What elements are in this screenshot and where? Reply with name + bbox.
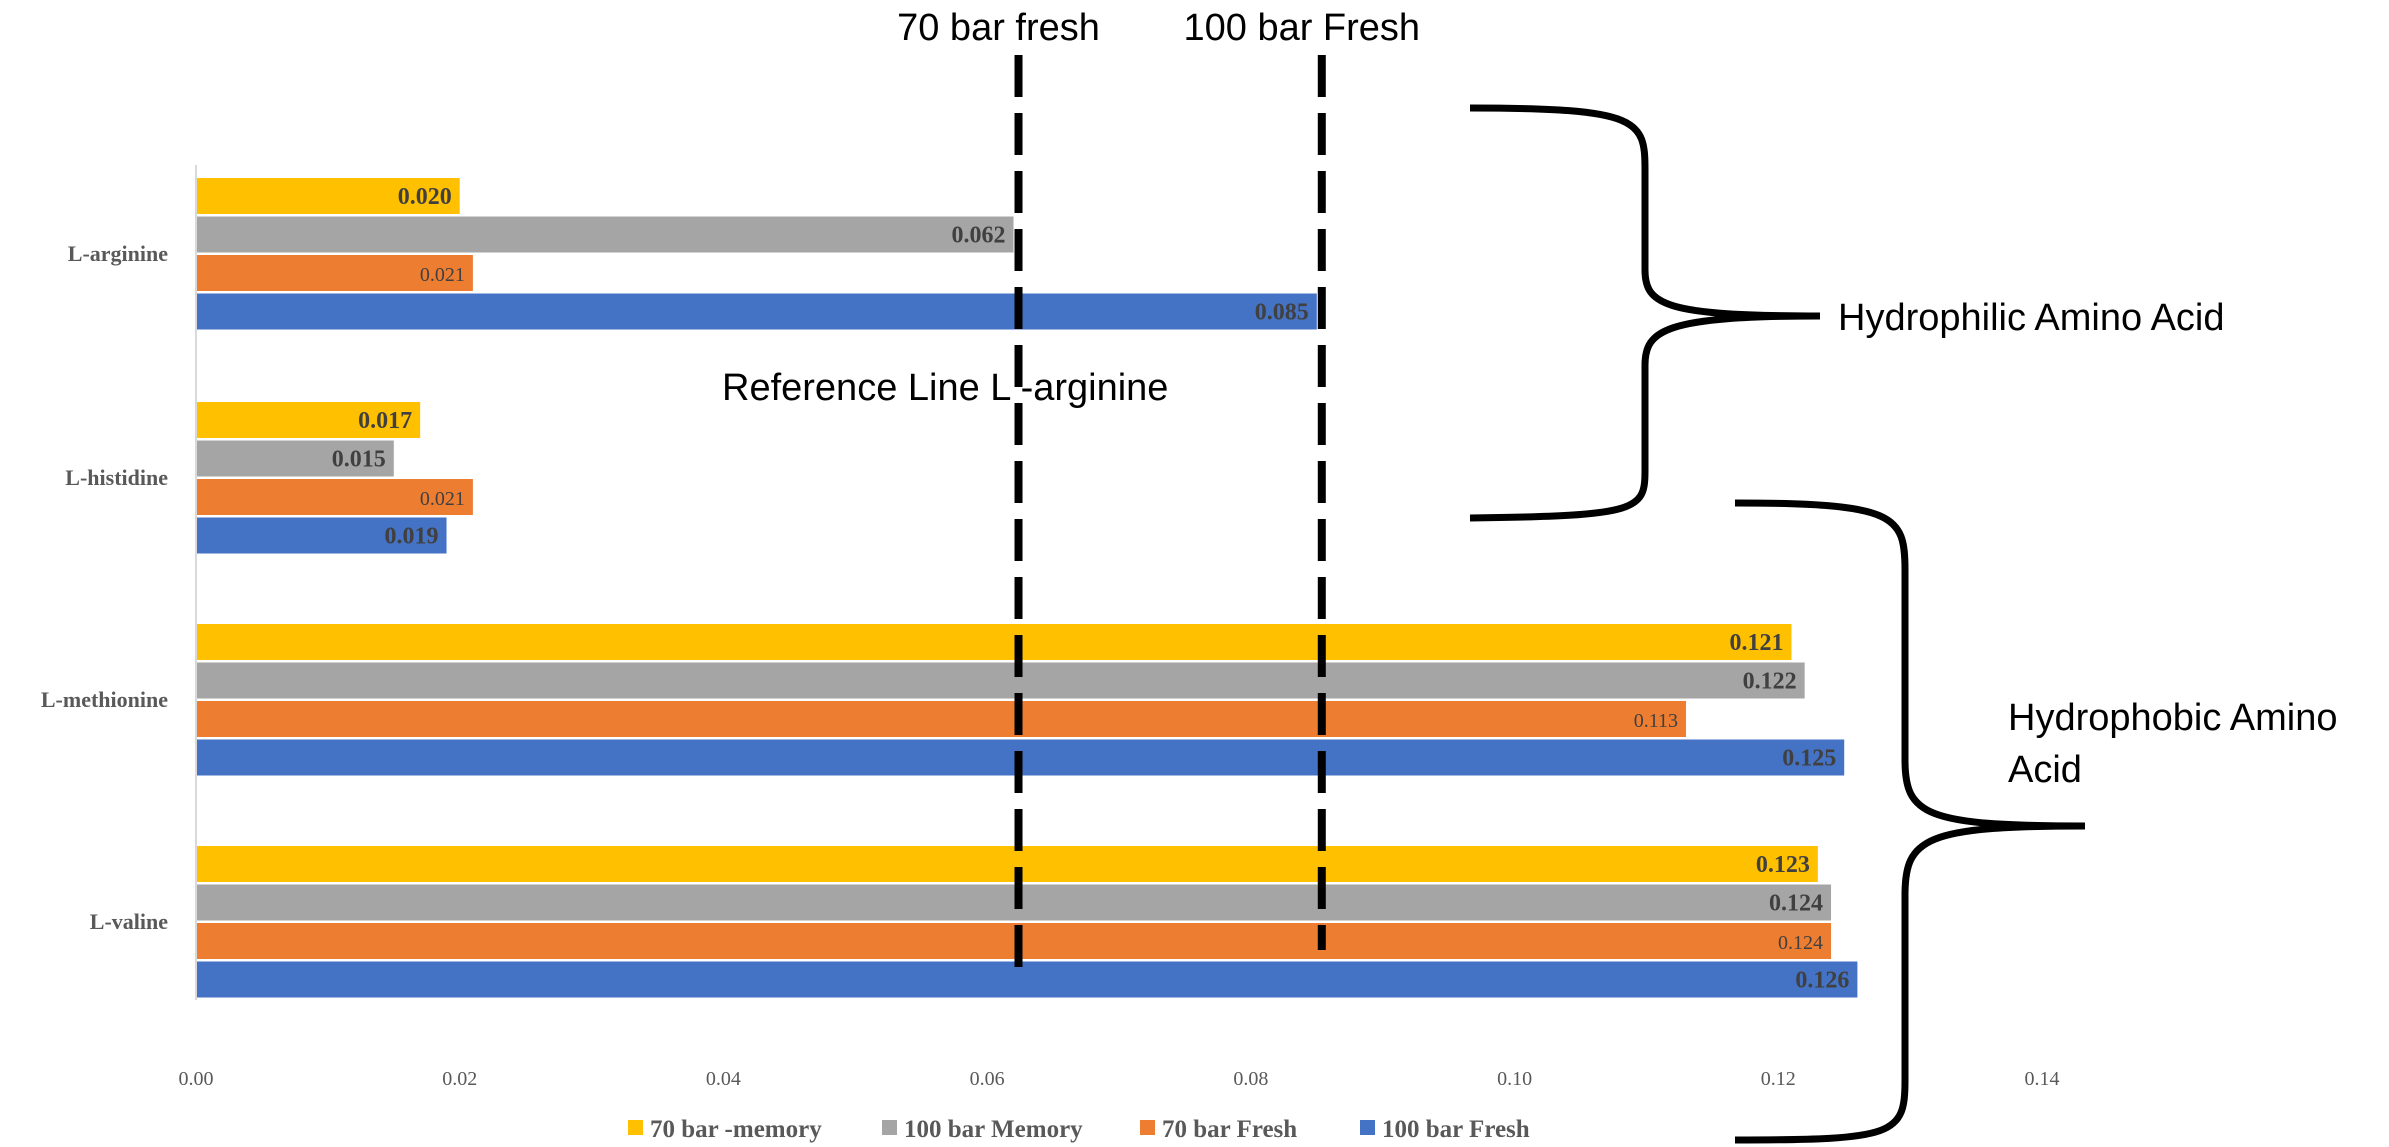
reference-line-title: 100 bar Fresh xyxy=(1183,7,1420,49)
hydrophobic-label-line1: Hydrophobic Amino xyxy=(2008,697,2338,739)
data-label: 0.124 xyxy=(1778,932,1823,954)
data-label: 0.062 xyxy=(952,223,1006,249)
bar-l-valine-series-3 xyxy=(196,961,1858,998)
data-label: 0.019 xyxy=(385,524,439,550)
category-label: L-histidine xyxy=(65,465,168,490)
x-tick-label: 0.14 xyxy=(2025,1068,2060,1090)
bar-l-histidine-series-1 xyxy=(196,440,394,477)
data-label: 0.021 xyxy=(420,264,465,286)
data-label: 0.125 xyxy=(1782,746,1836,772)
legend-label: 100 bar Fresh xyxy=(1382,1116,1530,1143)
bar-l-arginine-series-0 xyxy=(196,178,460,214)
data-label: 0.085 xyxy=(1255,300,1309,326)
legend-swatch xyxy=(628,1120,643,1135)
legend-label: 70 bar Fresh xyxy=(1162,1116,1297,1143)
bar-l-methionine-series-1 xyxy=(196,662,1805,699)
bar-l-valine-series-1 xyxy=(196,884,1832,921)
bar-l-arginine-series-3 xyxy=(196,293,1317,330)
data-label: 0.121 xyxy=(1729,630,1783,656)
data-label: 0.124 xyxy=(1769,891,1823,917)
data-label: 0.020 xyxy=(398,184,452,210)
x-tick-label: 0.10 xyxy=(1497,1068,1532,1090)
category-label: L-valine xyxy=(90,909,168,934)
reference-lines: 70 bar fresh 100 bar Fresh xyxy=(897,7,1420,975)
category-label: L-methionine xyxy=(41,687,168,712)
bar-l-histidine-series-2 xyxy=(196,479,473,515)
reference-line-title: 70 bar fresh xyxy=(897,7,1100,49)
legend-swatch xyxy=(1140,1120,1155,1135)
x-tick-label: 0.04 xyxy=(706,1068,741,1090)
category-label: L-arginine xyxy=(68,241,168,266)
data-label: 0.017 xyxy=(358,408,412,434)
hydrophobic-label-line2: Acid xyxy=(2008,749,2082,791)
bar-l-arginine-series-2 xyxy=(196,255,473,291)
bar-l-histidine-series-3 xyxy=(196,517,447,554)
x-tick-labels: 0.00 0.02 0.04 0.06 0.08 0.10 0.12 0.14 xyxy=(179,1068,2060,1090)
x-tick-label: 0.12 xyxy=(1761,1068,1796,1090)
x-tick-label: 0.02 xyxy=(442,1068,477,1090)
legend-label: 100 bar Memory xyxy=(904,1116,1083,1143)
data-labels-layer: 0.020 0.062 0.021 0.085 0.017 0.015 0.021 0.019… xyxy=(332,184,1850,994)
x-tick-label: 0.00 xyxy=(179,1068,214,1090)
hydrophilic-brace xyxy=(1469,104,1821,522)
x-tick-label: 0.06 xyxy=(970,1068,1005,1090)
data-label: 0.021 xyxy=(420,488,465,510)
bar-l-valine-series-0 xyxy=(196,846,1818,882)
legend-label: 70 bar -memory xyxy=(650,1116,822,1143)
reference-line-label: Reference Line L -arginine xyxy=(722,367,1168,409)
bar-l-methionine-series-2 xyxy=(196,701,1686,737)
data-label: 0.015 xyxy=(332,447,386,473)
bar-l-arginine-series-1 xyxy=(196,216,1014,253)
data-label: 0.126 xyxy=(1795,968,1849,994)
x-tick-label: 0.08 xyxy=(1233,1068,1268,1090)
data-label: 0.113 xyxy=(1634,710,1678,732)
hydrophilic-label: Hydrophilic Amino Acid xyxy=(1838,297,2225,339)
legend-swatch xyxy=(882,1120,897,1135)
bar-l-methionine-series-0 xyxy=(196,624,1792,660)
data-label: 0.122 xyxy=(1743,669,1797,695)
bar-l-histidine-series-0 xyxy=(196,402,421,438)
bar-l-valine-series-2 xyxy=(196,923,1832,959)
hydrophobic-brace xyxy=(1734,499,2086,1144)
category-labels: L-arginine L-histidine L-methionine L-valin… xyxy=(41,241,168,934)
legend: 70 bar -memory 100 bar Memory 70 bar Fresh… xyxy=(628,1116,1530,1143)
legend-swatch xyxy=(1360,1120,1375,1135)
data-label: 0.123 xyxy=(1756,852,1810,878)
bars-layer xyxy=(196,178,1858,998)
